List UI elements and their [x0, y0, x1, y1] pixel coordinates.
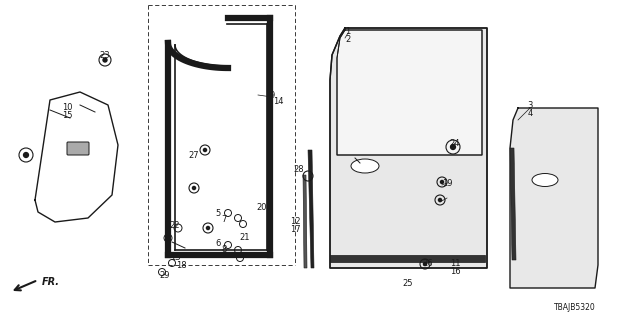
Text: 27: 27: [189, 150, 199, 159]
Text: FR.: FR.: [42, 277, 60, 287]
Text: 24: 24: [450, 139, 460, 148]
Text: 26: 26: [422, 259, 433, 268]
Circle shape: [438, 198, 442, 202]
Circle shape: [423, 262, 428, 266]
Ellipse shape: [351, 159, 379, 173]
Text: 22: 22: [170, 220, 180, 229]
Text: 18: 18: [176, 260, 186, 269]
Ellipse shape: [532, 173, 558, 187]
Text: 2: 2: [346, 35, 351, 44]
Text: 16: 16: [450, 267, 460, 276]
Polygon shape: [308, 150, 314, 268]
Circle shape: [440, 180, 444, 184]
Text: 19: 19: [442, 179, 452, 188]
Polygon shape: [337, 30, 482, 155]
Text: 25: 25: [403, 279, 413, 289]
Text: 23: 23: [100, 51, 110, 60]
Polygon shape: [510, 108, 598, 288]
Text: 1: 1: [346, 28, 351, 36]
Text: 11: 11: [450, 260, 460, 268]
Text: 10: 10: [61, 103, 72, 113]
Text: 6: 6: [215, 238, 221, 247]
Text: 15: 15: [61, 110, 72, 119]
FancyBboxPatch shape: [67, 142, 89, 155]
Polygon shape: [330, 28, 487, 268]
Text: 28: 28: [294, 165, 304, 174]
Text: 14: 14: [273, 98, 284, 107]
Text: 20: 20: [257, 204, 268, 212]
Text: 17: 17: [290, 225, 300, 234]
Circle shape: [23, 152, 29, 158]
Text: 12: 12: [290, 218, 300, 227]
Circle shape: [450, 144, 456, 150]
Text: 29: 29: [160, 270, 170, 279]
Polygon shape: [510, 148, 516, 260]
Text: 9: 9: [269, 91, 275, 100]
Text: TBAJB5320: TBAJB5320: [554, 303, 596, 313]
Circle shape: [192, 186, 196, 190]
Circle shape: [205, 226, 211, 230]
Circle shape: [102, 57, 108, 63]
Text: 3: 3: [527, 100, 532, 109]
Bar: [330, 255, 485, 262]
Text: 4: 4: [527, 108, 532, 117]
Text: 5: 5: [216, 209, 221, 218]
Text: 7: 7: [221, 215, 227, 225]
Circle shape: [203, 148, 207, 152]
Polygon shape: [303, 175, 307, 268]
Text: 13: 13: [170, 253, 180, 262]
Text: 8: 8: [221, 245, 227, 254]
Text: 21: 21: [240, 233, 250, 242]
